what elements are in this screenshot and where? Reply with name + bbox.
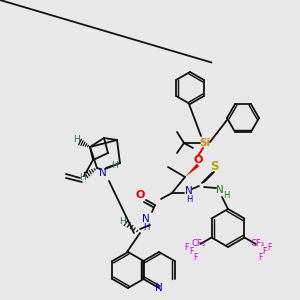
Polygon shape [185, 164, 199, 177]
Text: O: O [193, 155, 203, 165]
Text: F: F [189, 247, 194, 256]
Text: CF₃: CF₃ [251, 239, 265, 248]
Text: N: N [216, 185, 224, 195]
Text: O: O [135, 190, 145, 200]
Text: S: S [210, 160, 218, 173]
Text: F: F [193, 253, 197, 262]
Text: H: H [186, 194, 192, 203]
Text: F: F [262, 247, 267, 256]
Text: F: F [184, 244, 188, 253]
Text: CF₃: CF₃ [191, 239, 205, 248]
Text: N: N [99, 168, 107, 178]
Text: N: N [185, 186, 193, 196]
Text: H: H [73, 136, 80, 145]
Text: H: H [118, 217, 125, 226]
Text: F: F [259, 253, 263, 262]
Text: H: H [79, 173, 86, 182]
Text: H: H [112, 160, 118, 169]
Text: H: H [143, 223, 149, 232]
Text: N: N [142, 214, 150, 224]
Text: H: H [223, 191, 229, 200]
Text: Si: Si [200, 138, 211, 148]
Text: N: N [155, 283, 163, 293]
Text: F: F [268, 244, 272, 253]
